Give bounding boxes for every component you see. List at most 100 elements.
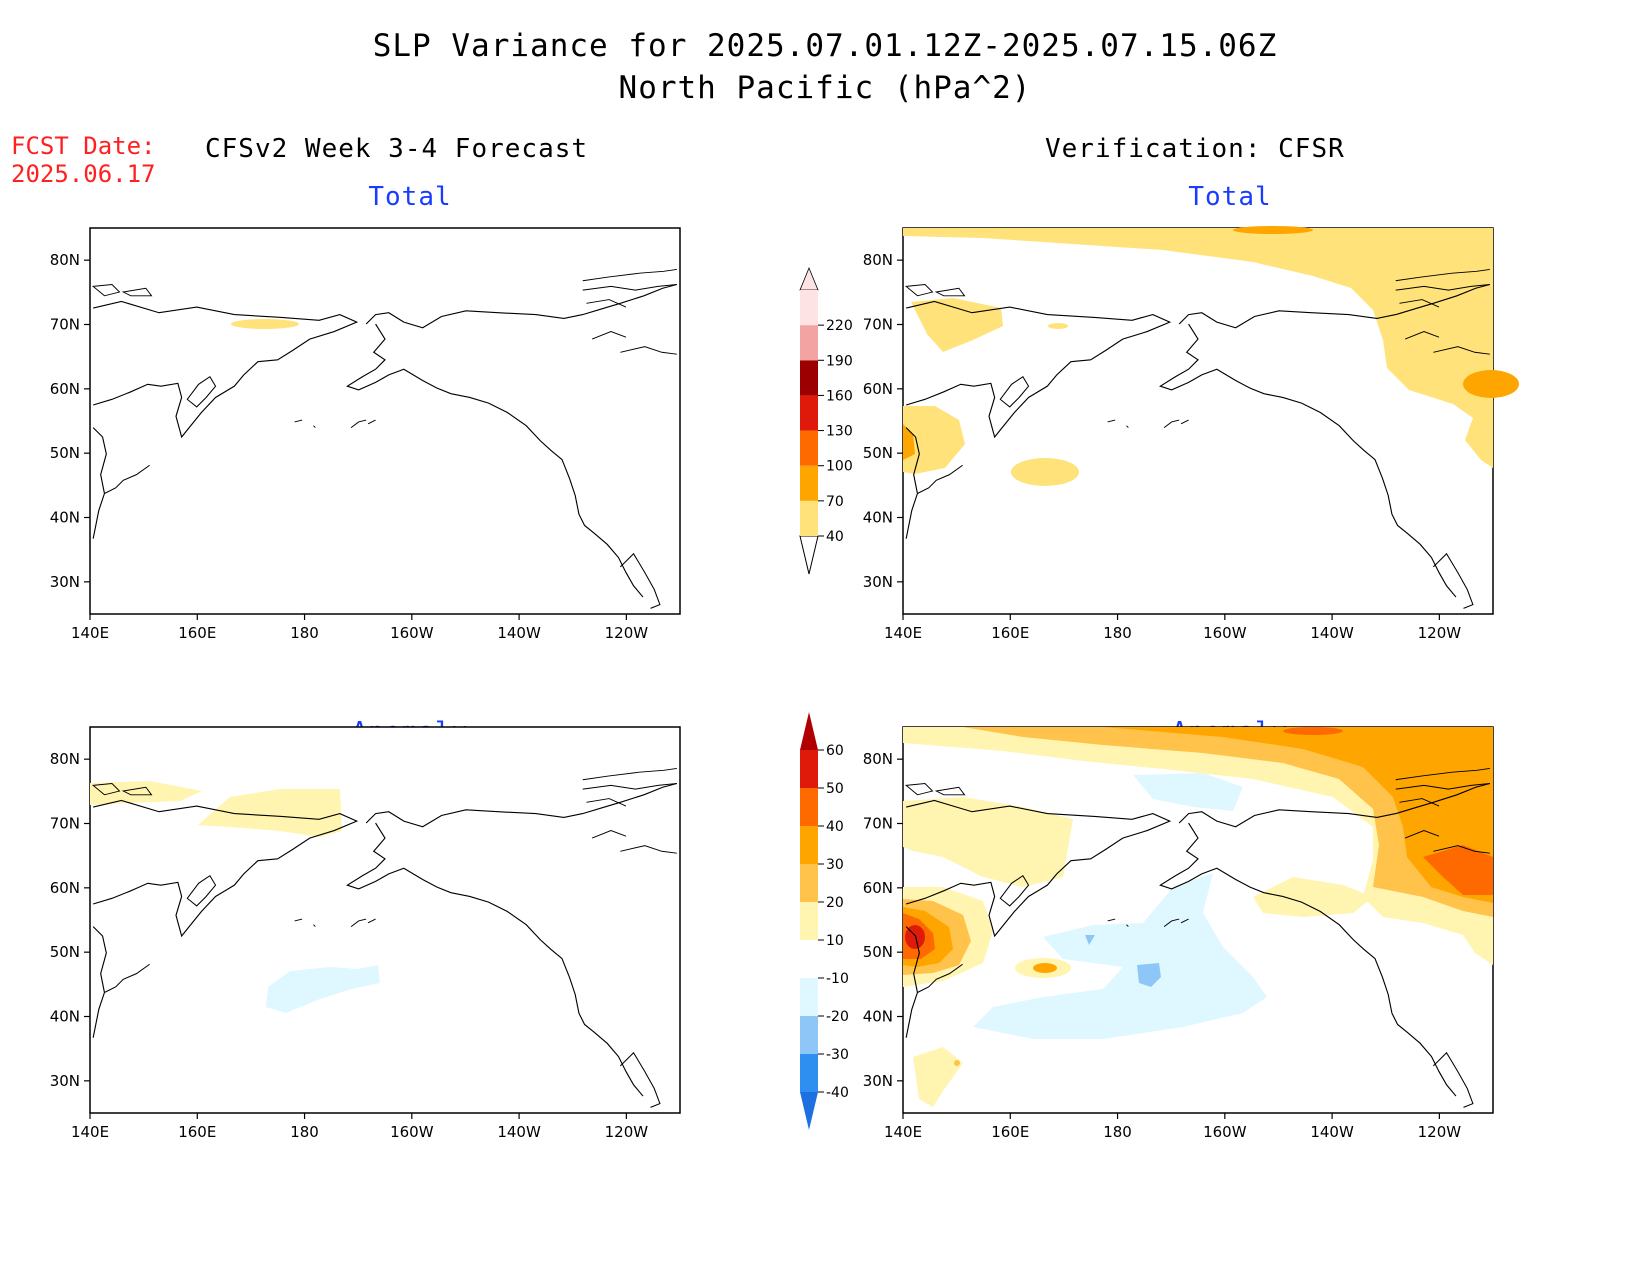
lon-tick-label: 140E (71, 1123, 109, 1141)
colorbar-label: -20 (826, 1009, 849, 1025)
contour-fill-10-20 (903, 797, 1073, 887)
lon-tick-label: 160W (1203, 1123, 1247, 1141)
map-verification-anomaly (902, 726, 1494, 1114)
colorbar-label: -10 (826, 971, 849, 987)
panel-title-verification-total: Total (1188, 182, 1272, 212)
contour-fill-neg20-neg30 (1085, 935, 1095, 945)
contour-fill-neg20-neg30 (1137, 963, 1161, 987)
contour-fill-40-50 (1283, 727, 1343, 735)
panel-title-forecast-total: Total (368, 182, 452, 212)
lon-tick-label: 160W (390, 624, 434, 642)
lat-tick-label: 40N (863, 1008, 893, 1026)
lat-tick-label: 60N (863, 380, 893, 398)
lat-tick-label: 50N (863, 444, 893, 462)
lon-tick-label: 140W (1310, 1123, 1354, 1141)
colorbar-swatch (800, 325, 818, 361)
lon-tick-label: 160E (178, 1123, 216, 1141)
lon-tick-label: 180 (1103, 624, 1132, 642)
map-forecast-total (89, 227, 681, 615)
lat-tick-label: 30N (863, 573, 893, 591)
contour-fill-20-30 (954, 1060, 960, 1066)
lon-tick-label: 140W (1310, 624, 1354, 642)
colorbar-swatch (800, 902, 818, 940)
lon-tick-label: 180 (290, 624, 319, 642)
colorbar-label: 190 (826, 353, 853, 369)
lat-tick-label: 50N (50, 943, 80, 961)
colorbar-label: 30 (826, 857, 844, 873)
lon-tick-label: 180 (290, 1123, 319, 1141)
lon-tick-label: 120W (1418, 624, 1462, 642)
column-header-forecast: CFSv2 Week 3-4 Forecast (205, 134, 589, 164)
lat-tick-label: 60N (50, 879, 80, 897)
contour-fill-neg10-neg20 (973, 873, 1267, 1039)
figure-title-line2: North Pacific (hPa^2) (618, 70, 1032, 106)
colorbar-swatch (800, 500, 818, 536)
colorbar-swatch (800, 465, 818, 501)
lat-tick-label: 70N (50, 815, 80, 833)
lat-tick-label: 70N (863, 316, 893, 334)
map-forecast-anomaly (89, 726, 681, 1114)
contour-fill-10-20 (1253, 877, 1373, 917)
contour-fill-30-40 (1033, 963, 1057, 973)
axes-layer: 140E 160E 180 160W 140W 120W 80N 70N 60N 50N 40N 30… (50, 251, 1462, 1141)
colorbar-anomaly: -40 -30 -20 -10 10 20 30 40 50 60 (800, 712, 849, 1130)
contour-fill-40-70 (1048, 323, 1068, 329)
map-verification-total (902, 226, 1519, 615)
contour-fill-30-40 (1103, 727, 1493, 903)
lat-tick-label: 80N (863, 251, 893, 269)
contour-fill-neg10-neg20 (266, 965, 380, 1013)
contour-fill-40-70 (903, 228, 1493, 468)
colorbar-swatch (800, 940, 818, 978)
contour-fill-10-20 (913, 1047, 963, 1107)
lat-tick-label: 80N (50, 750, 80, 768)
colorbar-label: 220 (826, 318, 853, 334)
lon-tick-label: 160E (991, 624, 1029, 642)
colorbar-label: 50 (826, 781, 844, 797)
lat-tick-label: 40N (50, 509, 80, 527)
lon-tick-label: 160E (178, 624, 216, 642)
lon-tick-label: 120W (605, 624, 649, 642)
colorbar-label: -40 (826, 1085, 849, 1101)
lon-tick-label: 140W (497, 624, 541, 642)
colorbar-label: 70 (826, 494, 844, 510)
lat-tick-label: 80N (863, 750, 893, 768)
contour-fill-10-20 (903, 727, 1493, 965)
lon-tick-label: 160W (390, 1123, 434, 1141)
colorbar-swatch (800, 826, 818, 864)
contour-fill-40-50 (1423, 845, 1493, 895)
contour-fill-10-20 (198, 789, 342, 837)
colorbar-swatch (800, 864, 818, 902)
lon-tick-label: 160E (991, 1123, 1029, 1141)
colorbar-swatch (800, 360, 818, 396)
colorbar-label: 160 (826, 388, 853, 404)
contour-fill-70-100 (1233, 226, 1313, 234)
lat-tick-label: 80N (50, 251, 80, 269)
lat-tick-label: 30N (50, 573, 80, 591)
colorbar-label: 130 (826, 424, 853, 440)
contour-fill-20-30 (963, 727, 1493, 917)
lon-tick-label: 140E (884, 624, 922, 642)
colorbar-swatch (800, 1016, 818, 1054)
colorbar-swatch (800, 1054, 818, 1092)
colorbar-swatch (800, 430, 818, 466)
column-header-verification: Verification: CFSR (1045, 134, 1345, 164)
colorbar-label: 100 (826, 459, 853, 475)
colorbar-swatch (800, 290, 818, 326)
colorbar-swatch (800, 978, 818, 1016)
fcst-date-label: FCST Date: (11, 132, 156, 160)
lon-tick-label: 140W (497, 1123, 541, 1141)
lon-tick-label: 140E (884, 1123, 922, 1141)
lat-tick-label: 50N (863, 943, 893, 961)
contour-fill-40-70 (231, 319, 299, 329)
colorbar-swatch (800, 395, 818, 431)
lat-tick-label: 30N (50, 1072, 80, 1090)
lat-tick-label: 40N (863, 509, 893, 527)
contour-fill-neg10-neg20 (1133, 773, 1243, 811)
colorbar-label: 40 (826, 819, 844, 835)
colorbar-swatch (800, 788, 818, 826)
colorbar-swatch (800, 750, 818, 788)
contour-fill-10-20 (90, 781, 202, 805)
lat-tick-label: 60N (50, 380, 80, 398)
lon-tick-label: 140E (71, 624, 109, 642)
